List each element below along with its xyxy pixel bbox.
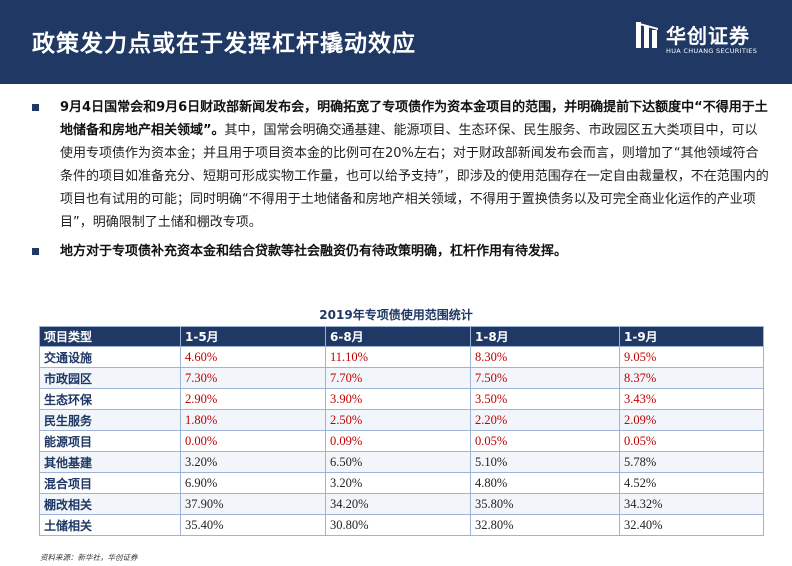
column-header: 1-5月 <box>180 326 326 347</box>
row-category-cell: 民生服务 <box>39 409 181 431</box>
percentage-cell: 5.10% <box>470 451 620 473</box>
table-row: 民生服务 1.80% 2.50% 2.20% 2.09% <box>39 409 764 431</box>
percentage-cell: 37.90% <box>180 493 326 515</box>
percentage-cell: 6.90% <box>180 472 326 494</box>
row-category-cell: 市政园区 <box>39 367 181 389</box>
percentage-cell: 2.09% <box>619 409 764 431</box>
percentage-cell: 35.80% <box>470 493 620 515</box>
percentage-cell: 5.78% <box>619 451 764 473</box>
percentage-cell: 9.05% <box>619 346 764 368</box>
table-row: 棚改相关 37.90% 34.20% 35.80% 34.32% <box>39 493 764 515</box>
logo-mark-icon <box>636 22 658 48</box>
percentage-cell: 7.50% <box>470 367 620 389</box>
percentage-cell: 0.00% <box>180 430 326 452</box>
bullet-item: 9月4日国常会和9月6日财政部新闻发布会，明确拓宽了专项债作为资本金项目的范围，… <box>30 96 770 234</box>
percentage-cell: 4.80% <box>470 472 620 494</box>
usage-stats-table: 项目类型 1-5月 6-8月 1-8月 1-9月 交通设施 4.60% 11.10%… <box>39 326 764 536</box>
column-header: 项目类型 <box>39 326 181 347</box>
table-row: 能源项目 0.00% 0.09% 0.05% 0.05% <box>39 430 764 452</box>
row-category-cell: 土储相关 <box>39 514 181 536</box>
percentage-cell: 4.60% <box>180 346 326 368</box>
row-category-cell: 能源项目 <box>39 430 181 452</box>
column-header: 1-8月 <box>470 326 620 347</box>
bullet-bold-text: 9月4日国常会和9月6日财政部新闻发布会，明确拓宽了专项债作为资本金项目的范围，… <box>60 100 768 138</box>
percentage-cell: 0.09% <box>325 430 471 452</box>
percentage-cell: 3.50% <box>470 388 620 410</box>
row-category-cell: 混合项目 <box>39 472 181 494</box>
square-bullet-icon <box>32 104 39 111</box>
percentage-cell: 35.40% <box>180 514 326 536</box>
company-logo: 华创证券 HUA CHUANG SECURITIES <box>610 14 780 70</box>
percentage-cell: 2.90% <box>180 388 326 410</box>
logo-text-en: HUA CHUANG SECURITIES <box>666 47 758 55</box>
percentage-cell: 2.20% <box>470 409 620 431</box>
percentage-cell: 3.43% <box>619 388 764 410</box>
percentage-cell: 3.20% <box>180 451 326 473</box>
square-bullet-icon <box>32 248 39 255</box>
bullet-body-text: 其中，国常会明确交通基建、能源项目、生态环保、民生服务、市政园区五大类项目中，可… <box>60 123 769 230</box>
percentage-cell: 4.52% <box>619 472 764 494</box>
percentage-cell: 0.05% <box>619 430 764 452</box>
table-row: 混合项目 6.90% 3.20% 4.80% 4.52% <box>39 472 764 494</box>
table-row: 土储相关 35.40% 30.80% 32.80% 32.40% <box>39 514 764 536</box>
table-row: 市政园区 7.30% 7.70% 7.50% 8.37% <box>39 367 764 389</box>
percentage-cell: 7.30% <box>180 367 326 389</box>
percentage-cell: 8.37% <box>619 367 764 389</box>
percentage-cell: 2.50% <box>325 409 471 431</box>
row-category-cell: 棚改相关 <box>39 493 181 515</box>
percentage-cell: 32.40% <box>619 514 764 536</box>
bullet-item: 地方对于专项债补充资本金和结合贷款等社会融资仍有待政策明确，杠杆作用有待发挥。 <box>30 240 770 263</box>
percentage-cell: 34.20% <box>325 493 471 515</box>
percentage-cell: 1.80% <box>180 409 326 431</box>
percentage-cell: 0.05% <box>470 430 620 452</box>
table-header-row: 项目类型 1-5月 6-8月 1-8月 1-9月 <box>39 326 764 347</box>
table-row: 交通设施 4.60% 11.10% 8.30% 9.05% <box>39 346 764 368</box>
percentage-cell: 8.30% <box>470 346 620 368</box>
row-category-cell: 生态环保 <box>39 388 181 410</box>
row-category-cell: 交通设施 <box>39 346 181 368</box>
column-header: 1-9月 <box>619 326 764 347</box>
table-row: 其他基建 3.20% 6.50% 5.10% 5.78% <box>39 451 764 473</box>
percentage-cell: 3.20% <box>325 472 471 494</box>
bullet-list: 9月4日国常会和9月6日财政部新闻发布会，明确拓宽了专项债作为资本金项目的范围，… <box>30 96 770 269</box>
percentage-cell: 34.32% <box>619 493 764 515</box>
percentage-cell: 3.90% <box>325 388 471 410</box>
percentage-cell: 30.80% <box>325 514 471 536</box>
header-bar: 政策发力点或在于发挥杠杆撬动效应 华创证券 HUA CHUANG SECURIT… <box>0 0 792 84</box>
percentage-cell: 7.70% <box>325 367 471 389</box>
table-title: 2019年专项债使用范围统计 <box>319 308 473 322</box>
percentage-cell: 11.10% <box>325 346 471 368</box>
percentage-cell: 6.50% <box>325 451 471 473</box>
bullet-bold-text: 地方对于专项债补充资本金和结合贷款等社会融资仍有待政策明确，杠杆作用有待发挥。 <box>60 244 568 259</box>
logo-text-cn: 华创证券 <box>666 24 750 48</box>
column-header: 6-8月 <box>325 326 471 347</box>
table-row: 生态环保 2.90% 3.90% 3.50% 3.43% <box>39 388 764 410</box>
source-note: 资料来源：新华社，华创证券 <box>40 553 138 562</box>
row-category-cell: 其他基建 <box>39 451 181 473</box>
percentage-cell: 32.80% <box>470 514 620 536</box>
page-title: 政策发力点或在于发挥杠杆撬动效应 <box>32 31 416 57</box>
